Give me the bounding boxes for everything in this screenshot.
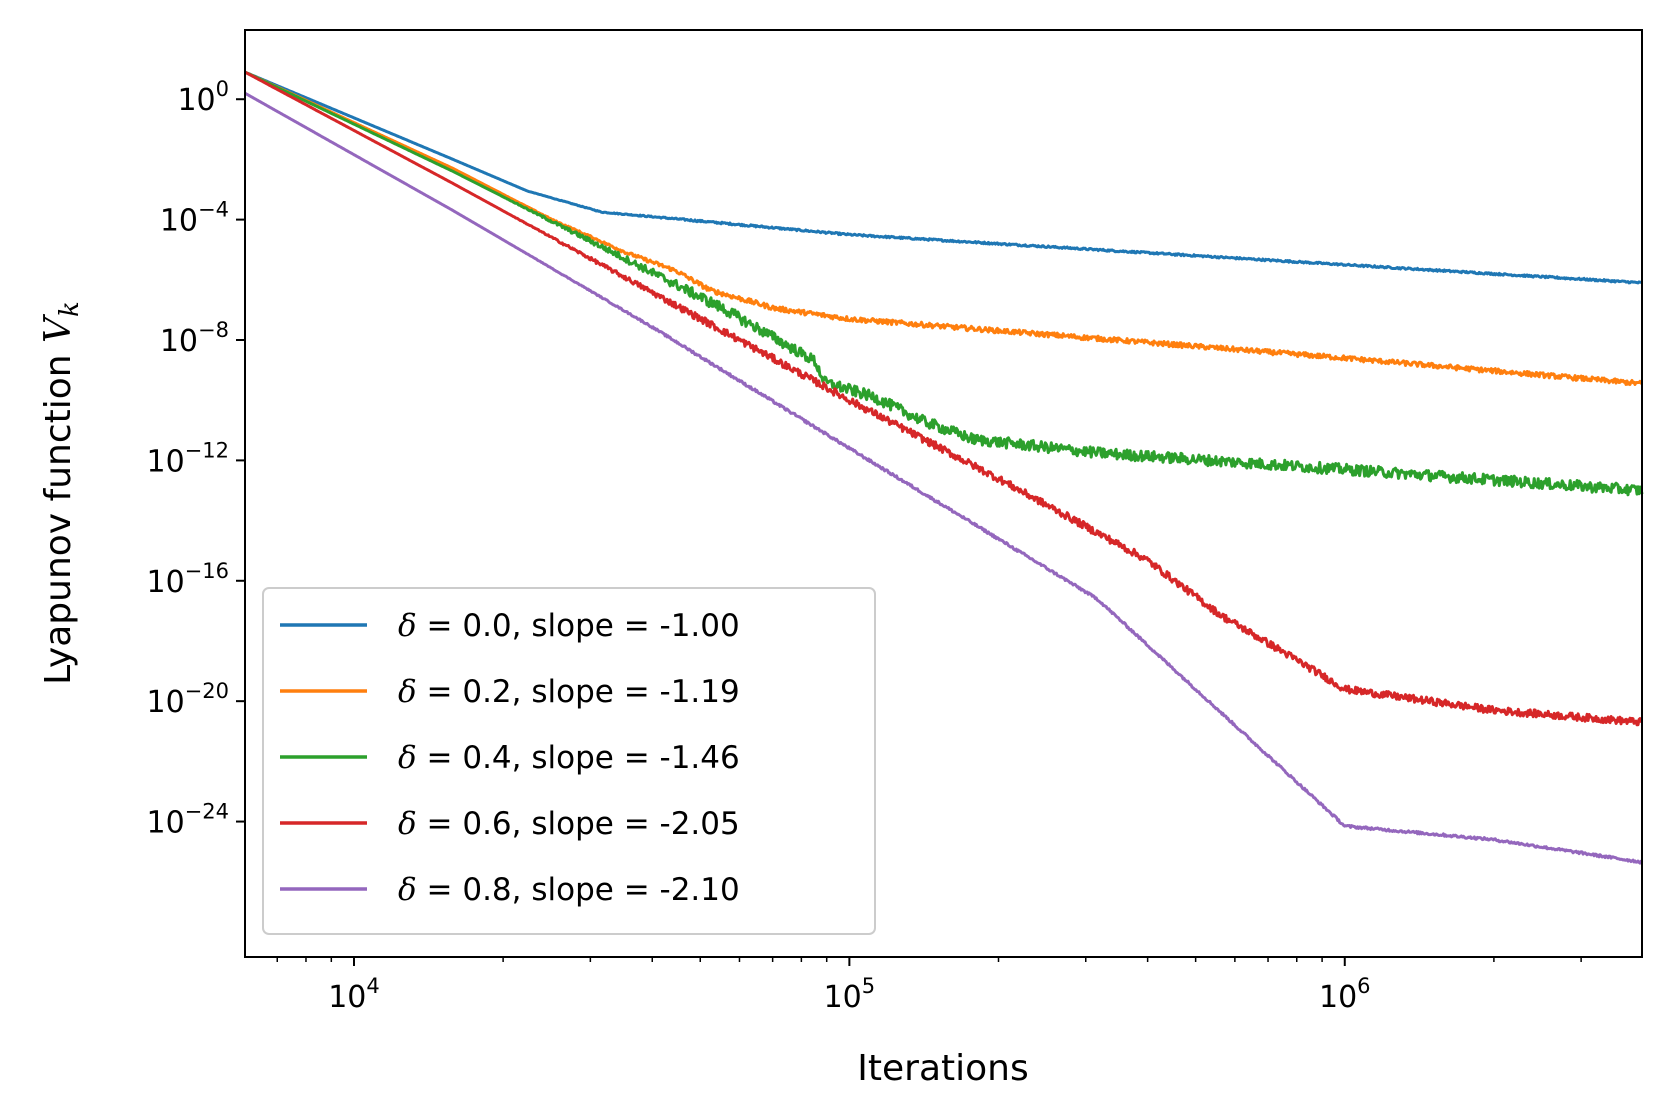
y-tick-label: 10−20: [146, 679, 229, 720]
y-tick-label: 10−8: [160, 318, 229, 359]
series-line-delta-0.6: [244, 70, 1643, 727]
y-tick-label: 10−4: [160, 198, 229, 239]
plot-frame: [244, 29, 1643, 958]
y-tick-label: 10−24: [146, 800, 229, 841]
ticks-layer: 104 105 106 100 10−4 10−8 10−12 10−16 10−20 10−24: [146, 77, 1582, 1015]
legend-label-delta-0.6: δ = 0.6, slope = -2.05: [398, 806, 740, 842]
y-tick-label: 10−16: [146, 559, 229, 600]
x-tick-label: 104: [328, 974, 380, 1015]
series-line-delta-0.4: [244, 70, 1644, 497]
series-line-delta-0.8: [244, 91, 1644, 865]
series-line-delta-0.0: [244, 70, 1643, 285]
legend-box: [262, 587, 876, 935]
x-tick-label: 105: [824, 974, 876, 1015]
y-axis-label: Lyapunov function Vk: [38, 301, 85, 685]
y-tick-label: 100: [177, 77, 229, 118]
x-tick-label: 106: [1319, 974, 1371, 1015]
legend-label-delta-0.4: δ = 0.4, slope = -1.46: [398, 740, 740, 776]
x-axis-label: Iterations: [857, 1048, 1028, 1089]
legend: δ = 0.0, slope = -1.00 δ = 0.2, slope = -…: [262, 587, 876, 935]
legend-label-delta-0.8: δ = 0.8, slope = -2.10: [398, 872, 740, 908]
y-tick-label: 10−12: [146, 438, 229, 479]
series-layer: [244, 70, 1644, 865]
legend-label-delta-0.0: δ = 0.0, slope = -1.00: [398, 608, 740, 644]
series-line-delta-0.2: [244, 70, 1643, 386]
legend-label-delta-0.2: δ = 0.2, slope = -1.19: [398, 674, 740, 710]
